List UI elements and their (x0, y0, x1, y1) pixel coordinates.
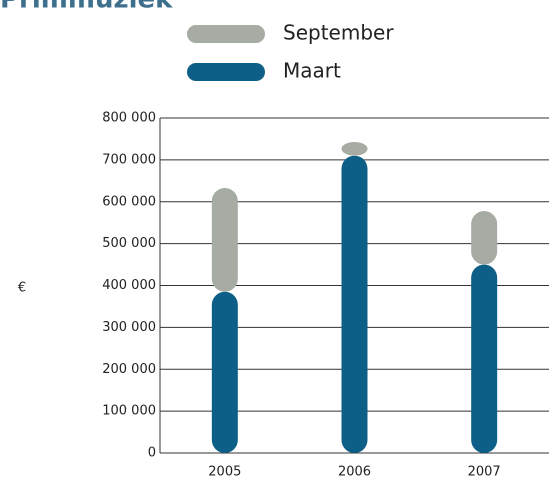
bar-segment (341, 141, 368, 156)
chart-title: Primmuziek (0, 0, 173, 15)
legend-swatch (187, 63, 265, 81)
bar-segment (211, 291, 238, 453)
bar-segment (211, 188, 238, 292)
x-tick-label: 2007 (468, 465, 501, 480)
y-tick-label: 300 000 (102, 320, 156, 335)
bar-segment (471, 264, 498, 453)
x-tick-label: 2006 (338, 465, 371, 480)
y-tick-label: 100 000 (102, 404, 156, 419)
legend-label: September (283, 21, 394, 45)
y-tick-label: 800 000 (102, 111, 156, 126)
y-tick-label: 200 000 (102, 362, 156, 377)
legend-swatch (187, 25, 265, 43)
bar-segment (471, 211, 498, 265)
y-tick-label: 0 (148, 446, 156, 461)
y-tick-label: 500 000 (102, 236, 156, 251)
y-tick-label: 700 000 (102, 152, 156, 167)
y-axis-label: € (18, 281, 26, 296)
x-tick-label: 2005 (208, 465, 241, 480)
y-tick-label: 600 000 (102, 194, 156, 209)
bar-segment (341, 155, 368, 453)
legend-label: Maart (283, 59, 341, 83)
y-tick-label: 400 000 (102, 278, 156, 293)
